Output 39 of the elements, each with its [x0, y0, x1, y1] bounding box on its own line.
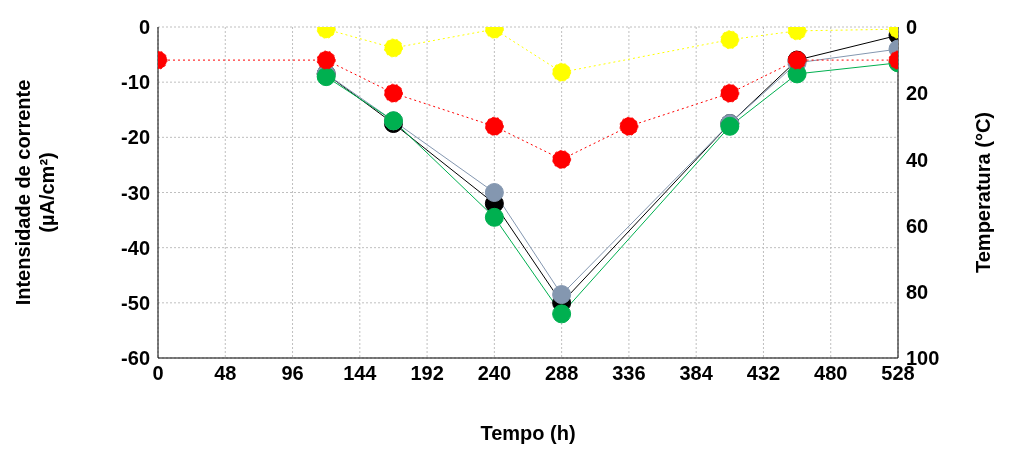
point	[552, 285, 572, 305]
y-tick-label: -40	[121, 236, 150, 259]
x-tick-label: 192	[410, 362, 444, 385]
point	[383, 38, 403, 58]
y-tick-label: -60	[121, 347, 150, 370]
y2-tick-label: 0	[906, 16, 918, 39]
x-tick-label: 288	[544, 362, 579, 385]
x-axis-title: Tempo (h)	[480, 422, 576, 444]
point	[552, 149, 572, 169]
point	[552, 304, 572, 324]
point	[316, 50, 336, 70]
point	[720, 30, 740, 50]
y2-tick-label: 20	[906, 82, 929, 105]
y2-axis-title: Temperatura (°C)	[972, 112, 994, 273]
point	[484, 207, 504, 227]
point	[484, 183, 504, 202]
x-tick-label: 144	[343, 362, 378, 385]
x-tick-label: 0	[152, 362, 164, 385]
y-tick-label: -30	[121, 181, 150, 204]
x-tick-label: 480	[814, 362, 848, 385]
point	[484, 116, 504, 136]
point	[383, 83, 403, 103]
x-tick-label: 96	[281, 362, 304, 385]
point	[552, 62, 572, 82]
y-tick-label: -10	[121, 71, 150, 94]
y2-tick-label: 80	[906, 280, 929, 303]
y-axis-title: Intensidade de corrente (µA/cm²)	[12, 79, 58, 306]
y-tick-label: -50	[121, 291, 150, 314]
y2-tick-label: 40	[906, 148, 929, 171]
x-tick-label: 336	[612, 362, 646, 385]
x-tick-label: 432	[746, 362, 781, 385]
x-tick-label: 240	[477, 362, 512, 385]
point	[720, 83, 740, 103]
y-tick-label: -20	[121, 126, 150, 149]
y2-tick-label: 60	[906, 214, 929, 237]
x-tick-label: 48	[214, 362, 237, 385]
x-tick-label: 384	[679, 362, 714, 385]
point	[619, 116, 639, 136]
y-tick-label: 0	[138, 16, 150, 39]
